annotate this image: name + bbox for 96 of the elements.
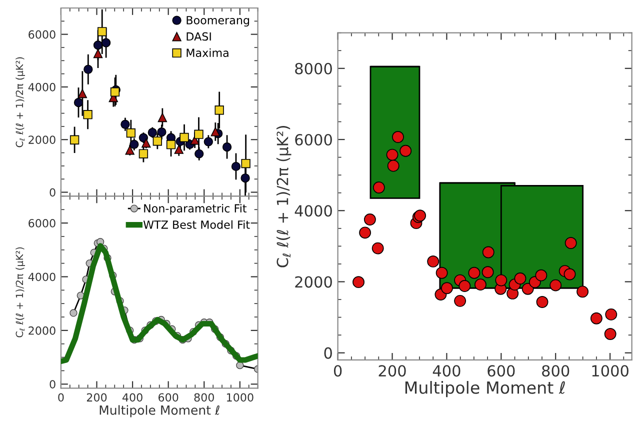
- point: [454, 294, 466, 307]
- point: [74, 98, 84, 108]
- point: [514, 272, 526, 285]
- point: [535, 269, 548, 282]
- point: [166, 140, 176, 150]
- legend-label: Boomerang: [186, 16, 250, 27]
- point: [138, 149, 148, 158]
- point: [372, 242, 384, 254]
- point: [93, 40, 103, 50]
- point: [231, 162, 241, 172]
- point: [458, 280, 471, 292]
- point: [359, 226, 372, 239]
- point: [436, 266, 448, 279]
- point: [194, 149, 204, 158]
- x-tick-label: 200: [86, 393, 107, 402]
- y-tick-label: 8000: [295, 62, 332, 74]
- y-tick-label: 2000: [295, 276, 332, 288]
- point: [83, 110, 92, 120]
- legend-label: DASI: [186, 32, 211, 41]
- point: [180, 132, 189, 142]
- point: [482, 246, 494, 258]
- x-tick-label: 200: [378, 365, 406, 377]
- point: [194, 130, 204, 139]
- point: [590, 312, 602, 324]
- y-tick-label: 4000: [28, 82, 56, 92]
- point: [93, 48, 103, 58]
- point: [142, 138, 151, 148]
- point: [214, 106, 224, 115]
- y-tick-label: 0: [50, 188, 56, 197]
- point: [210, 127, 220, 136]
- point: [495, 274, 508, 286]
- point: [364, 214, 376, 226]
- point: [130, 140, 139, 149]
- x-tick-label: 600: [158, 393, 178, 402]
- point: [204, 137, 214, 146]
- x-tick-label: 0: [58, 393, 64, 402]
- point: [101, 38, 111, 48]
- legend-label: Maxima: [186, 48, 228, 57]
- point: [441, 282, 453, 294]
- y-tick-label: 6000: [28, 30, 56, 39]
- legend-label: WTZ Best Model Fit: [143, 220, 250, 229]
- point: [241, 158, 250, 168]
- point: [482, 266, 494, 278]
- point: [240, 173, 250, 183]
- point: [126, 128, 136, 138]
- y-tick-label: 0: [50, 380, 56, 389]
- y-tick-label: 4000: [294, 205, 332, 217]
- point: [222, 142, 232, 152]
- point: [174, 144, 184, 154]
- point: [604, 328, 616, 340]
- point: [148, 128, 157, 138]
- point: [98, 27, 107, 36]
- point: [550, 279, 562, 292]
- point: [400, 144, 412, 157]
- point: [78, 88, 88, 98]
- point: [70, 135, 80, 144]
- x-tick-label: 400: [432, 365, 460, 377]
- point: [158, 112, 168, 122]
- point: [152, 136, 162, 146]
- point: [372, 182, 385, 194]
- x-tick-label: 600: [488, 365, 515, 377]
- y-tick-label: 2000: [28, 326, 56, 335]
- legend-label: Non-parametric Fit: [144, 204, 247, 215]
- point: [427, 255, 440, 268]
- point: [522, 282, 534, 295]
- point: [386, 148, 398, 161]
- point: [387, 160, 400, 172]
- x-tick-label: 1000: [226, 393, 254, 402]
- point: [605, 308, 618, 320]
- y-tick-label: 4000: [28, 272, 56, 282]
- point: [84, 64, 93, 74]
- point: [352, 276, 364, 288]
- y-tick-label: 2000: [28, 136, 56, 144]
- y-axis-title: C$_{ℓ}$ ℓ(ℓ + 1)/2π (μK²): [16, 247, 26, 338]
- point: [474, 278, 486, 291]
- x-tick-label: 1000: [592, 365, 628, 377]
- point: [392, 131, 404, 143]
- point: [468, 266, 480, 279]
- y-tick-label: 0: [324, 347, 332, 359]
- y-tick-label: 6000: [295, 134, 332, 146]
- x-axis-title: Multipole Moment ℓ: [405, 380, 565, 398]
- y-tick-label: 6000: [28, 219, 56, 228]
- point: [576, 286, 589, 298]
- point: [564, 237, 577, 249]
- y-axis-title: C$_{ℓ}$ ℓ(ℓ + 1)/2π (μK²): [16, 57, 26, 148]
- x-tick-label: 0: [334, 365, 342, 377]
- point: [536, 296, 548, 308]
- x-axis-title: Multipole Moment ℓ: [100, 405, 220, 418]
- point: [120, 120, 130, 129]
- point: [564, 268, 576, 280]
- y-axis-title: C$_{ℓ}$ ℓ(ℓ + 1)/2π (μK²): [276, 126, 292, 268]
- point: [110, 87, 120, 97]
- x-tick-label: 800: [542, 365, 570, 377]
- x-tick-label: 400: [122, 393, 142, 402]
- point: [157, 127, 166, 137]
- x-tick-label: 800: [194, 393, 214, 402]
